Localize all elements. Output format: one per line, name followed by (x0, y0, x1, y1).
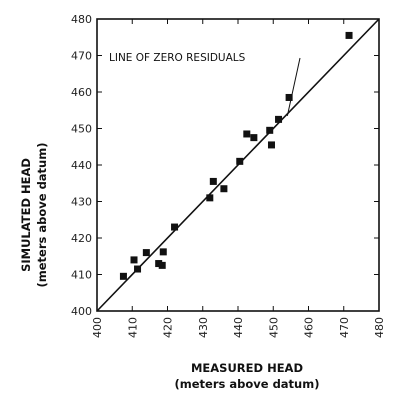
data-point-12 (236, 157, 244, 165)
data-point-2 (130, 256, 138, 264)
y-tick-label: 440 (71, 159, 92, 172)
data-point-19 (345, 31, 353, 39)
data-point-9 (206, 194, 214, 202)
data-point-5 (155, 260, 163, 268)
y-axis-subtitle: (meters above datum) (35, 143, 49, 288)
y-axis-title-group: SIMULATED HEAD (meters above datum) (19, 143, 49, 288)
x-tick-label: 450 (267, 317, 280, 338)
x-tick-label: 470 (338, 317, 351, 338)
plot-frame (96, 18, 380, 312)
x-tick-label: 430 (197, 317, 210, 338)
tick-layer: 400 410 420 430 440 450 460 470 480 400 410 420 430 4… (71, 13, 386, 338)
data-point-10 (209, 177, 217, 185)
y-tick-label: 460 (71, 86, 92, 99)
x-tick-label: 460 (303, 317, 316, 338)
x-tick-label: 480 (373, 317, 386, 338)
x-axis-title: MEASURED HEAD (191, 361, 303, 375)
data-point-3 (134, 265, 142, 273)
x-tick-label: 410 (126, 317, 139, 338)
data-point-11 (220, 185, 228, 193)
zero-residual-line (96, 18, 380, 312)
y-tick-label: 410 (71, 269, 92, 282)
data-point-8 (171, 223, 179, 231)
data-point-1 (119, 272, 127, 280)
data-point-16 (267, 141, 275, 149)
x-tick-label: 400 (91, 317, 104, 338)
y-tick-label: 450 (71, 123, 92, 136)
data-point-4 (142, 249, 150, 257)
data-points (119, 31, 353, 280)
annotation-leader-line (286, 57, 301, 117)
y-tick-label: 420 (71, 232, 92, 245)
data-point-6 (158, 261, 166, 269)
y-tick-label: 430 (71, 196, 92, 209)
y-axis-title: SIMULATED HEAD (19, 158, 33, 272)
data-point-17 (275, 115, 283, 123)
y-tick-label: 470 (71, 50, 92, 63)
data-point-13 (243, 130, 251, 138)
x-tick-label: 440 (232, 317, 245, 338)
data-point-14 (250, 134, 258, 142)
x-axis-subtitle: (meters above datum) (175, 377, 320, 391)
data-point-7 (159, 248, 167, 256)
x-tick-label: 420 (162, 317, 175, 338)
y-tick-label: 400 (71, 305, 92, 318)
data-point-15 (266, 126, 274, 134)
y-tick-label: 480 (71, 13, 92, 26)
annotation-line-of-zero-residuals: LINE OF ZERO RESIDUALS (109, 52, 246, 64)
data-point-18 (285, 93, 293, 101)
